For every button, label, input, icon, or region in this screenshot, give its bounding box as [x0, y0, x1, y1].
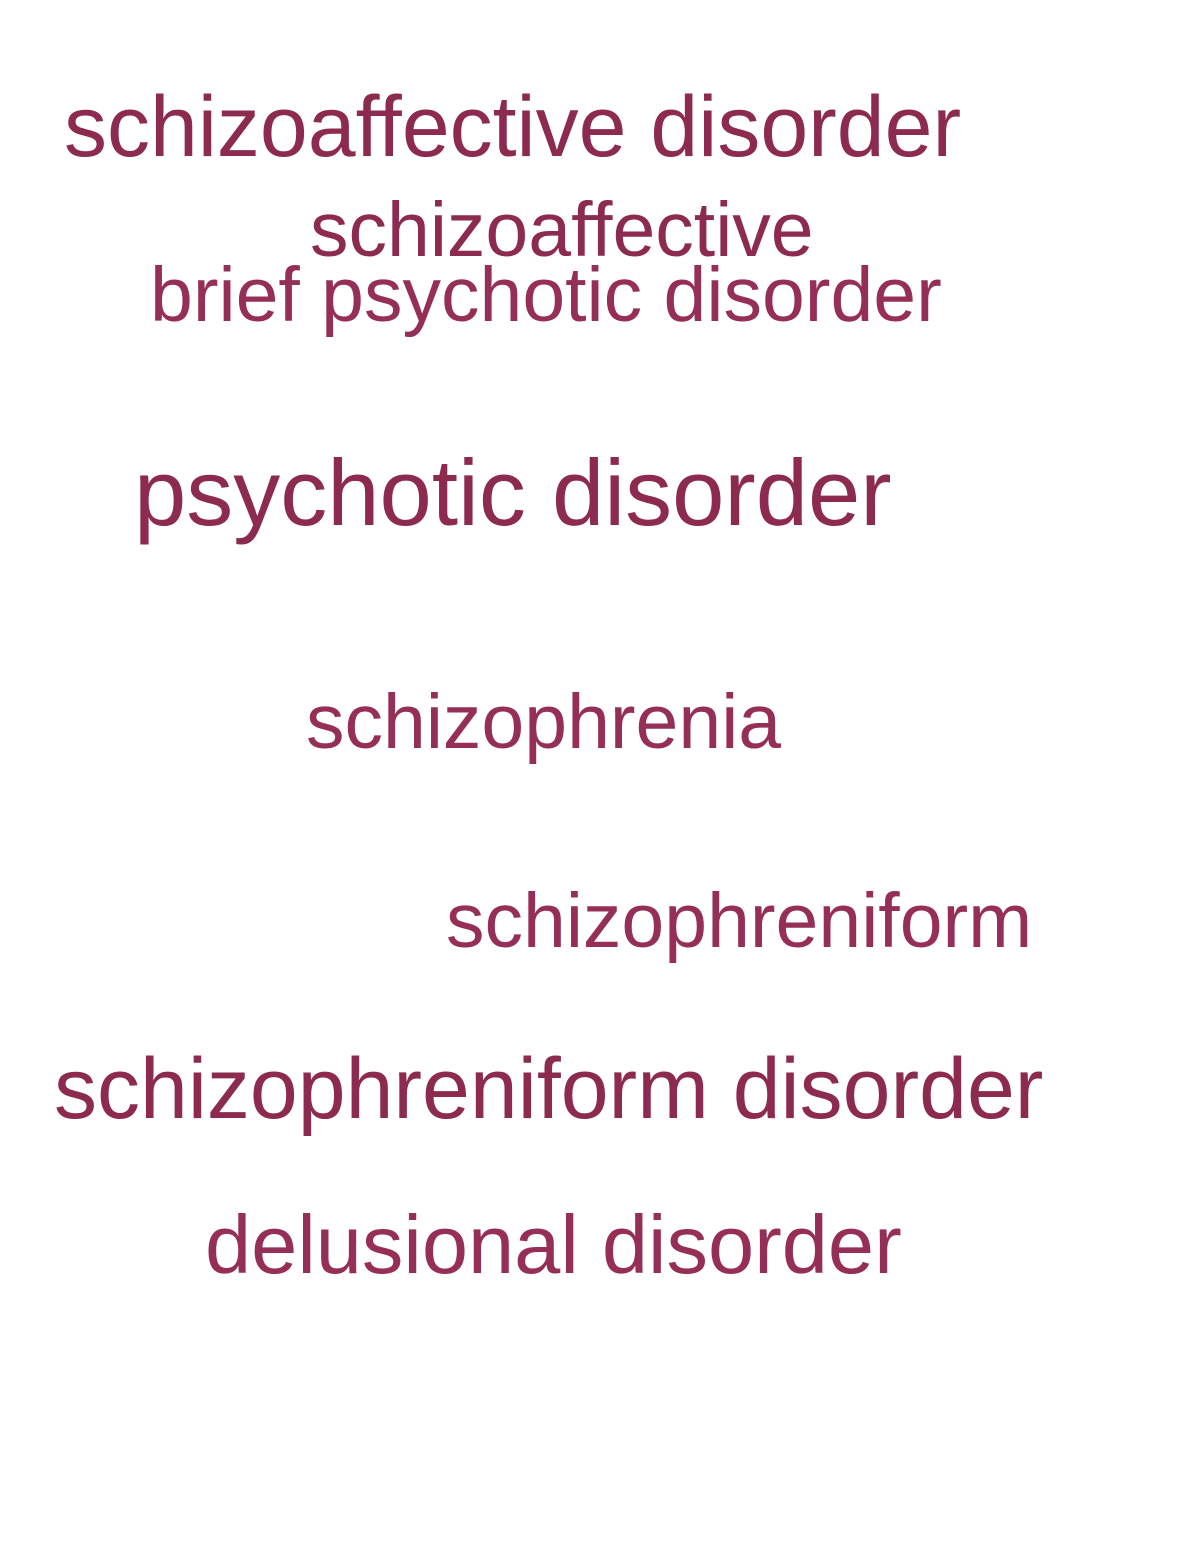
term-schizoaffective: schizoaffective — [310, 187, 814, 273]
term-schizophreniform-disorder: schizophreniform disorder — [54, 1041, 1044, 1137]
term-psychotic-disorder: psychotic disorder — [134, 440, 892, 545]
term-schizoaffective-disorder: schizoaffective disorder — [64, 79, 962, 175]
term-delusional-disorder: delusional disorder — [205, 1198, 902, 1291]
term-schizophrenia: schizophrenia — [306, 679, 782, 765]
term-brief-psychotic-disorder: brief psychotic disorder — [150, 252, 942, 338]
term-schizophreniform: schizophreniform — [446, 878, 1033, 964]
